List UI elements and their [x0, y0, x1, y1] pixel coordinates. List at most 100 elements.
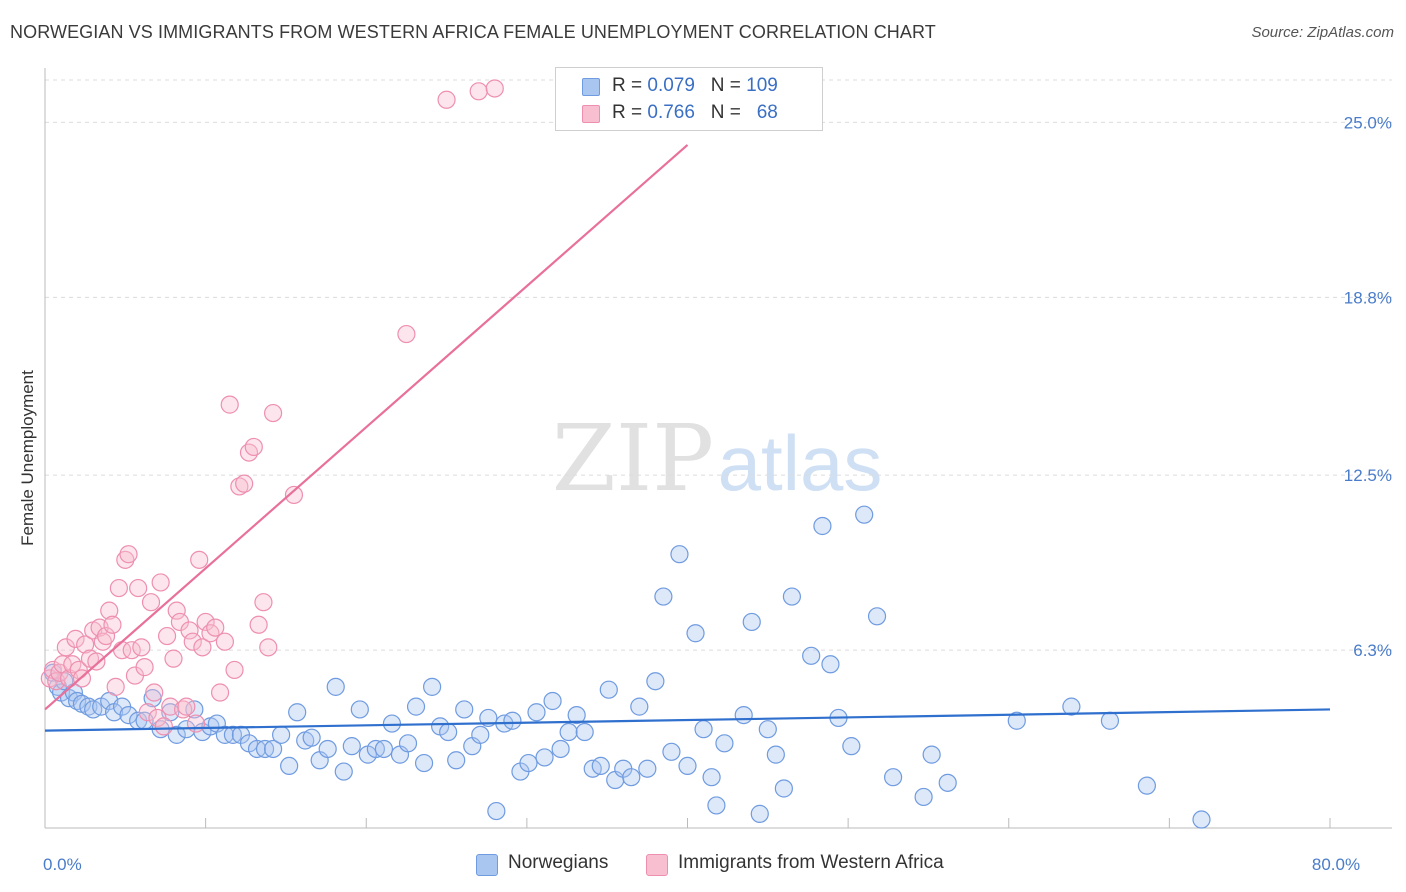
- point-immigrants: [167, 601, 186, 620]
- n-value-norwegians: 109: [746, 75, 778, 96]
- point-norwegians: [288, 703, 307, 722]
- point-norwegians: [447, 751, 466, 770]
- point-norwegians: [654, 587, 673, 606]
- point-immigrants: [135, 658, 154, 677]
- point-immigrants: [225, 660, 244, 680]
- point-immigrants: [129, 578, 148, 598]
- point-norwegians: [1137, 776, 1156, 795]
- gridlines: [45, 79, 1392, 651]
- point-norwegians: [423, 677, 442, 696]
- point-immigrants: [284, 485, 304, 505]
- point-norwegians: [883, 768, 903, 787]
- point-norwegians: [715, 734, 734, 753]
- legend-text-immigrants: R = 0.766 N = 68: [612, 102, 778, 124]
- point-norwegians: [406, 697, 426, 716]
- n-value-immigrants: 68: [756, 102, 778, 123]
- point-immigrants: [239, 443, 259, 462]
- chart-title: NORWEGIAN VS IMMIGRANTS FROM WESTERN AFR…: [10, 22, 936, 42]
- point-norwegians: [1007, 711, 1026, 730]
- point-norwegians: [119, 705, 138, 725]
- point-norwegians: [802, 646, 821, 665]
- point-norwegians: [638, 759, 657, 778]
- point-norwegians: [855, 505, 874, 524]
- watermark-atlas: atlas: [718, 419, 883, 507]
- point-immigrants: [183, 632, 202, 651]
- n-label: N =: [710, 75, 741, 96]
- point-immigrants: [154, 717, 173, 736]
- point-norwegians: [591, 756, 610, 776]
- point-immigrants: [66, 629, 85, 648]
- point-norwegians: [535, 748, 554, 767]
- point-immigrants: [190, 550, 209, 569]
- series-label-norwegians: Norwegians: [508, 852, 609, 873]
- point-norwegians: [646, 672, 665, 691]
- point-immigrants: [151, 573, 170, 592]
- point-norwegians: [734, 705, 753, 725]
- point-immigrants: [193, 638, 212, 657]
- r-label: R =: [612, 75, 643, 96]
- point-norwegians: [543, 691, 562, 711]
- point-immigrants: [174, 700, 193, 719]
- point-norwegians: [702, 768, 721, 787]
- axes: [44, 68, 1392, 829]
- point-immigrants: [164, 649, 183, 668]
- point-immigrants: [230, 477, 249, 496]
- point-immigrants: [106, 677, 125, 696]
- series-legend: Norwegians Immigrants from Western Afric…: [0, 852, 1406, 876]
- point-immigrants: [103, 615, 122, 634]
- point-norwegians: [326, 677, 345, 696]
- point-immigrants: [138, 703, 157, 722]
- point-norwegians: [567, 705, 586, 725]
- point-immigrants: [109, 578, 128, 598]
- point-norwegians: [559, 722, 578, 742]
- point-norwegians: [750, 804, 769, 823]
- series-swatch-norwegians: [476, 854, 498, 876]
- point-norwegians: [867, 607, 887, 626]
- n-label: N =: [710, 102, 741, 123]
- legend-swatch-norwegians: [582, 78, 600, 96]
- point-immigrants: [249, 615, 268, 634]
- point-norwegians: [519, 753, 538, 773]
- point-norwegians: [842, 737, 861, 756]
- legend-swatch-immigrants: [582, 105, 600, 123]
- point-norwegians: [382, 714, 402, 733]
- point-norwegians: [774, 779, 793, 798]
- point-norwegians: [272, 725, 291, 744]
- point-norwegians: [914, 787, 933, 807]
- point-norwegians: [414, 753, 434, 773]
- point-norwegians: [622, 768, 641, 787]
- point-norwegians: [79, 697, 98, 716]
- watermark: ZIP atlas: [552, 405, 882, 512]
- point-immigrants: [220, 395, 239, 414]
- point-norwegians: [766, 745, 785, 764]
- point-immigrants: [485, 79, 504, 98]
- legend-text-norwegians: R = 0.079 N = 109: [612, 75, 778, 97]
- point-immigrants: [263, 403, 283, 423]
- point-norwegians: [551, 739, 570, 759]
- point-immigrants: [96, 626, 116, 646]
- point-immigrants: [215, 632, 234, 651]
- point-immigrants: [196, 612, 215, 632]
- correlation-legend: R = 0.079 N = 109 R = 0.766 N = 68: [555, 67, 823, 131]
- point-immigrants: [87, 652, 106, 671]
- point-immigrants: [244, 437, 263, 457]
- point-norwegians: [662, 742, 681, 761]
- x-tick-label: 80.0%: [1312, 855, 1360, 874]
- point-norwegians: [938, 773, 957, 792]
- point-immigrants: [76, 635, 95, 654]
- point-immigrants: [235, 474, 254, 493]
- point-immigrants: [469, 82, 488, 101]
- point-norwegians: [707, 796, 726, 815]
- y-tick-label: 25.0%: [1344, 113, 1392, 132]
- r-value-norwegians: 0.079: [647, 75, 695, 96]
- point-norwegians: [318, 739, 337, 759]
- point-immigrants: [116, 550, 135, 569]
- point-norwegians: [527, 703, 546, 722]
- point-norwegians: [503, 711, 522, 730]
- point-immigrants: [397, 324, 416, 344]
- watermark-zip: ZIP: [552, 405, 714, 512]
- r-label: R =: [612, 102, 643, 123]
- y-tick-label: 6.3%: [1353, 641, 1392, 660]
- point-norwegians: [922, 745, 941, 764]
